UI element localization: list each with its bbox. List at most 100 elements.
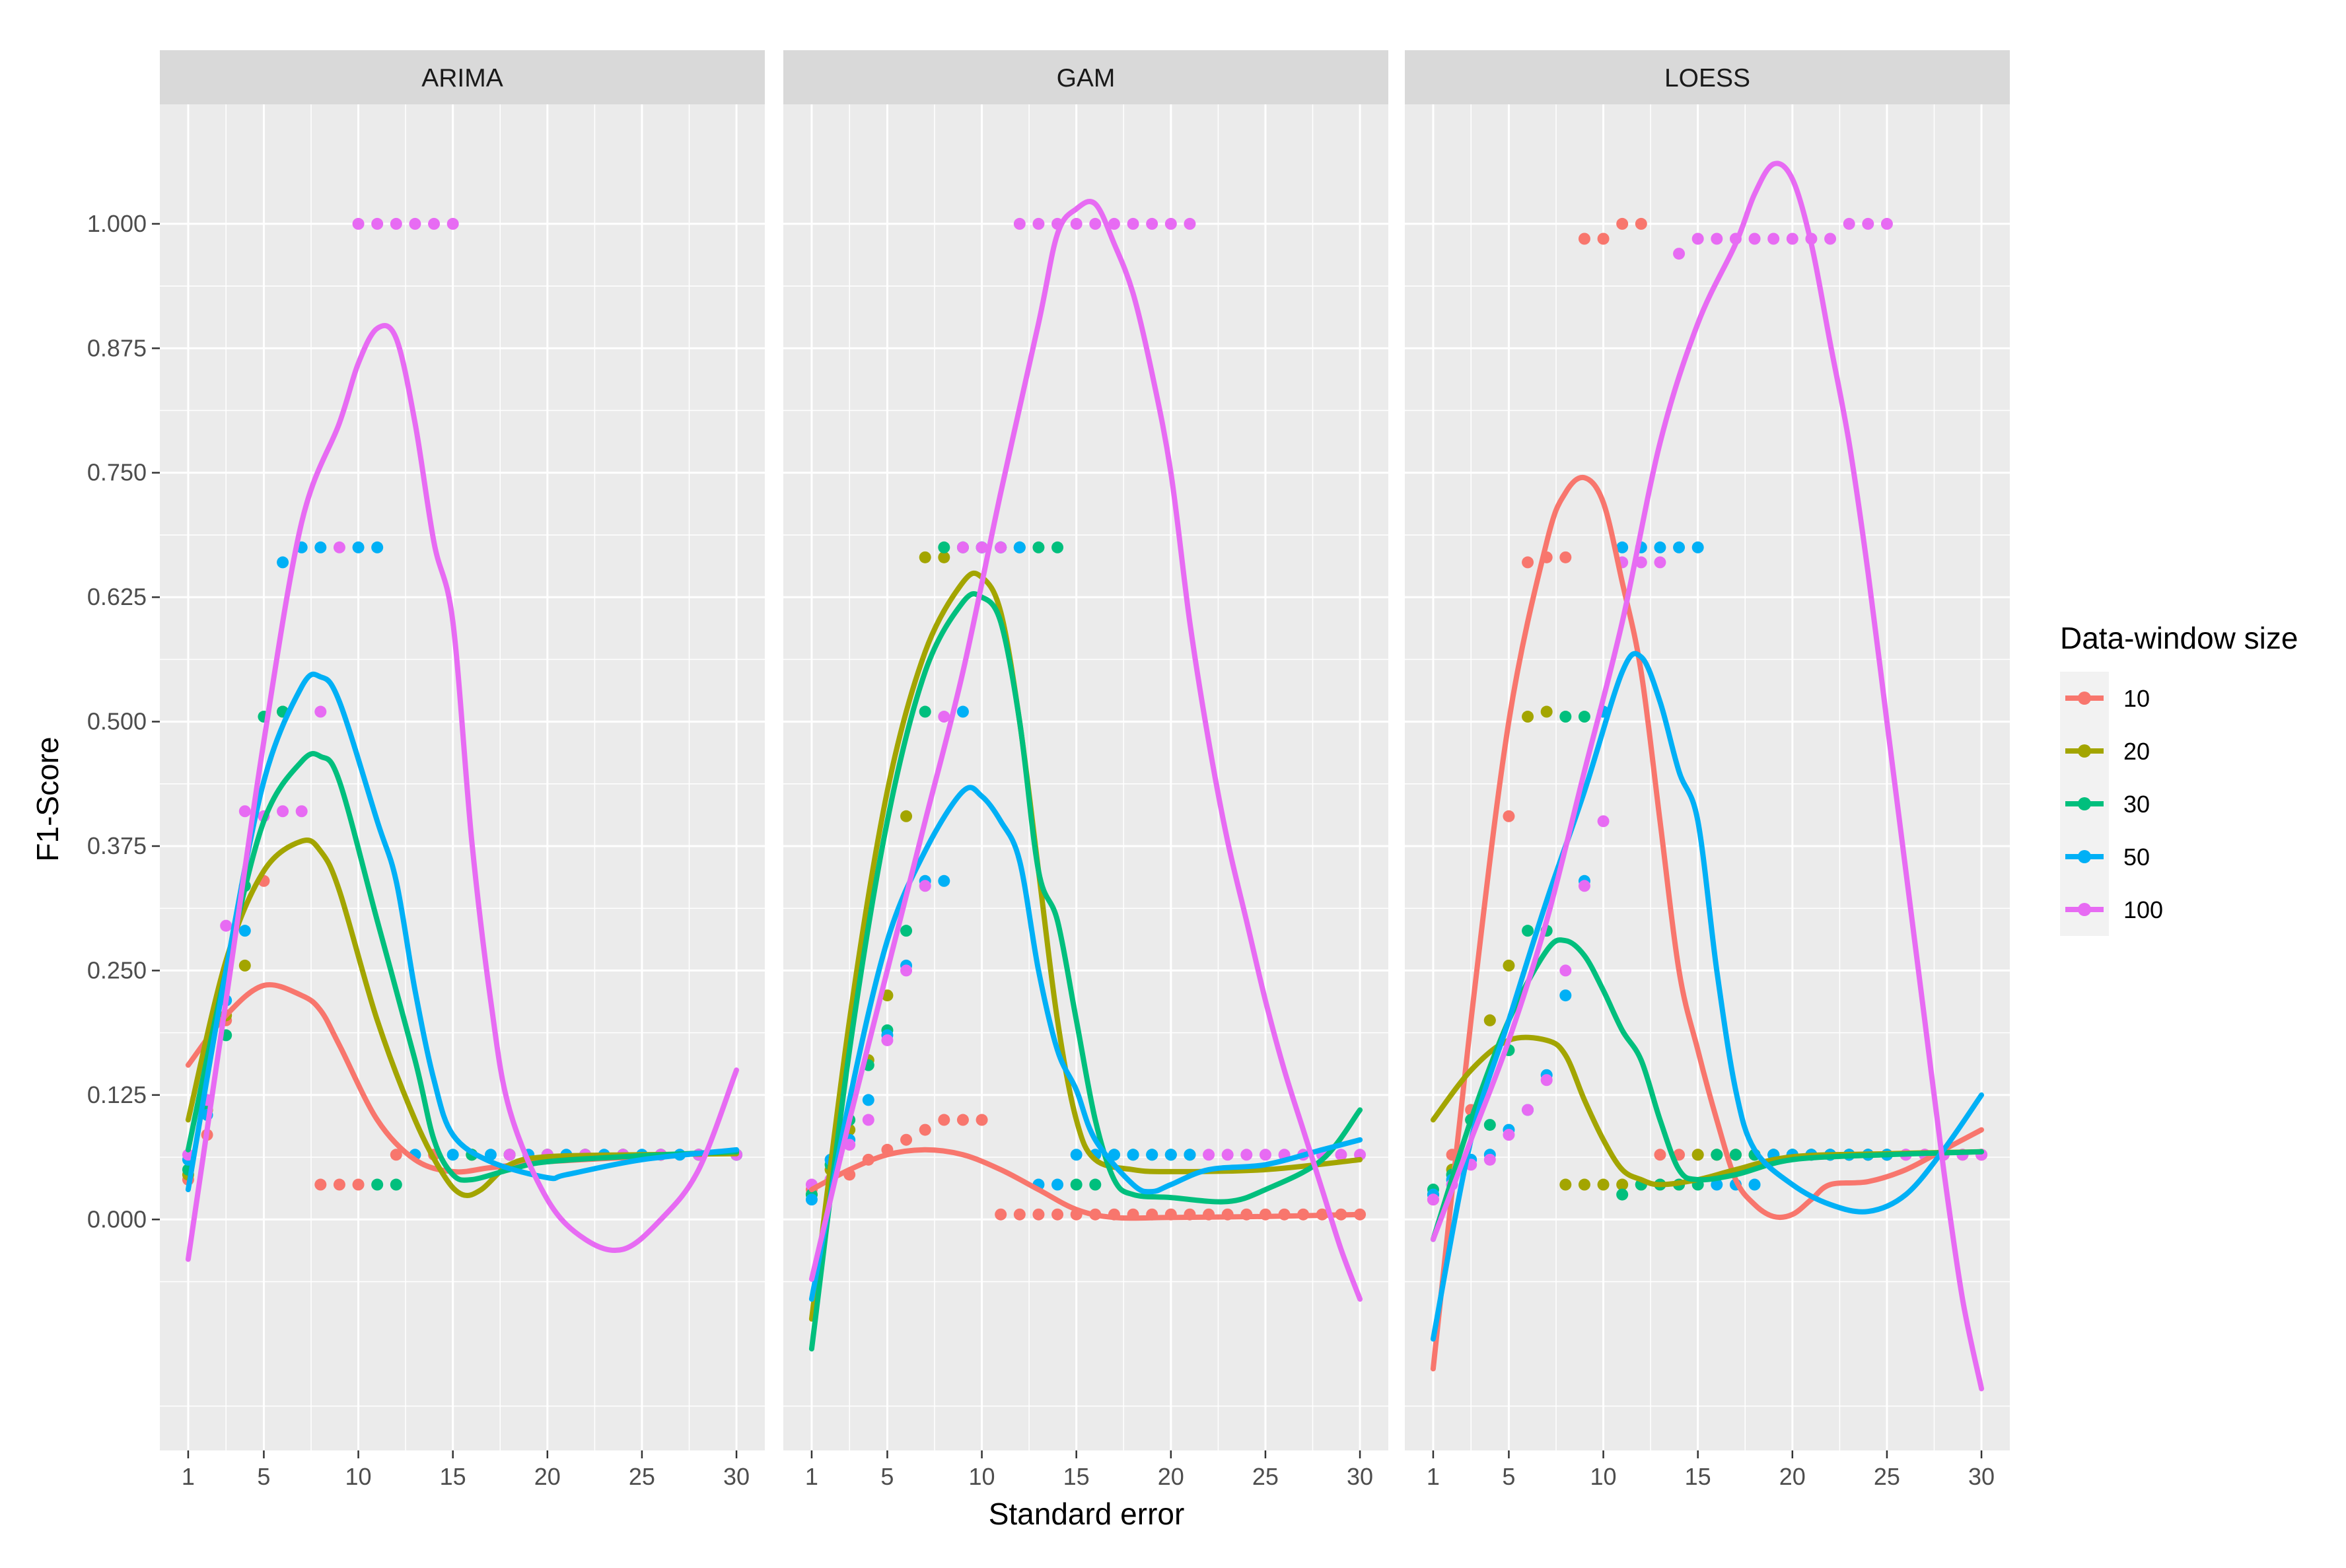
- point-series-20: [1578, 1178, 1590, 1191]
- point-series-10: [938, 1114, 950, 1126]
- smooth-line-series-100: [1430, 160, 1985, 1392]
- point-series-20: [1597, 1178, 1610, 1191]
- y-tick-label: 0.375: [87, 832, 147, 859]
- point-series-10: [1051, 1208, 1064, 1221]
- point-series-20: [1483, 1014, 1496, 1026]
- point-series-100: [1146, 217, 1158, 230]
- legend-item-50: 50: [2060, 830, 2150, 883]
- point-series-10: [919, 1123, 931, 1136]
- point-series-50: [1654, 541, 1666, 553]
- point-series-30: [919, 705, 931, 718]
- y-axis-title: F1-Score: [30, 736, 65, 861]
- point-series-100: [1597, 815, 1610, 828]
- point-series-100: [862, 1114, 874, 1126]
- y-tick-label: 1.000: [87, 210, 147, 237]
- x-tick-label: 5: [257, 1463, 270, 1490]
- point-series-100: [1240, 1149, 1253, 1161]
- point-series-50: [1146, 1149, 1158, 1161]
- point-series-30: [1559, 711, 1572, 723]
- facet-strip: [1405, 50, 2010, 104]
- point-series-100: [1540, 1074, 1553, 1087]
- x-tick-label: 10: [345, 1463, 372, 1490]
- point-series-100: [1032, 217, 1045, 230]
- x-tick-label: 25: [629, 1463, 655, 1490]
- point-series-100: [1862, 217, 1874, 230]
- point-series-20: [238, 959, 251, 972]
- point-series-50: [1673, 541, 1686, 553]
- point-series-50: [371, 541, 384, 553]
- point-series-100: [995, 541, 1007, 553]
- point-series-100: [409, 217, 421, 230]
- smooth-line-series-100: [808, 199, 1363, 1302]
- point-series-30: [390, 1178, 402, 1191]
- facet-strip-label: GAM: [1057, 64, 1116, 92]
- point-series-10: [900, 1133, 913, 1146]
- point-series-50: [1184, 1149, 1196, 1161]
- point-series-100: [1711, 232, 1723, 245]
- legend-label: 30: [2123, 791, 2150, 818]
- point-series-10: [1503, 810, 1515, 822]
- legend-key-point: [2078, 692, 2091, 705]
- legend-label: 20: [2123, 738, 2150, 765]
- point-series-100: [1843, 217, 1855, 230]
- x-tick-label: 20: [1158, 1463, 1184, 1490]
- point-series-20: [1691, 1149, 1704, 1161]
- y-tick-label: 0.000: [87, 1205, 147, 1232]
- x-tick-label: 1: [182, 1463, 195, 1490]
- smooth-line-series-50: [808, 785, 1363, 1302]
- x-tick-label: 15: [1063, 1463, 1090, 1490]
- point-series-50: [1691, 541, 1704, 553]
- y-tick-label: 0.125: [87, 1081, 147, 1108]
- x-tick-label: 1: [805, 1463, 818, 1490]
- point-series-50: [352, 541, 365, 553]
- point-series-50: [1127, 1149, 1139, 1161]
- panel-background: [160, 104, 765, 1450]
- point-series-20: [1616, 1178, 1629, 1191]
- point-series-100: [1786, 232, 1798, 245]
- point-series-50: [938, 874, 950, 887]
- point-series-50: [1711, 1178, 1723, 1191]
- smooth-line-series-20: [1430, 1034, 1985, 1188]
- point-series-30: [1051, 541, 1064, 553]
- point-series-50: [314, 541, 327, 553]
- x-tick-label: 25: [1874, 1463, 1900, 1490]
- legend-label: 10: [2123, 685, 2150, 712]
- smooth-line-series-100: [185, 322, 740, 1262]
- point-series-100: [1427, 1194, 1439, 1206]
- facet-strip: [160, 50, 765, 104]
- point-series-50: [1164, 1149, 1177, 1161]
- point-series-10: [314, 1178, 327, 1191]
- point-series-100: [1013, 217, 1026, 230]
- curves-layer: [1430, 160, 1985, 1392]
- smooth-line-series-30: [808, 591, 1363, 1352]
- point-series-30: [900, 925, 913, 937]
- point-series-100: [1578, 880, 1590, 892]
- point-series-20: [1540, 705, 1553, 718]
- point-series-100: [1184, 217, 1196, 230]
- point-series-10: [1635, 217, 1647, 230]
- point-series-50: [1013, 541, 1026, 553]
- point-series-100: [1221, 1149, 1234, 1161]
- legend-item-20: 20: [2060, 725, 2150, 777]
- x-tick-label: 5: [880, 1463, 894, 1490]
- point-series-100: [446, 217, 459, 230]
- point-series-100: [1108, 217, 1120, 230]
- point-series-50: [238, 925, 251, 937]
- point-series-50: [446, 1149, 459, 1161]
- smooth-line-series-10: [808, 1147, 1363, 1221]
- x-tick-label: 30: [1968, 1463, 1995, 1490]
- point-series-100: [333, 541, 345, 553]
- point-series-100: [1503, 1129, 1515, 1141]
- point-series-30: [371, 1178, 384, 1191]
- y-tick-label: 0.750: [87, 459, 147, 486]
- point-series-100: [277, 805, 289, 818]
- point-series-20: [1522, 711, 1534, 723]
- point-series-30: [1729, 1149, 1742, 1161]
- point-series-50: [862, 1094, 874, 1106]
- point-series-100: [1654, 556, 1666, 569]
- point-series-10: [1559, 551, 1572, 563]
- curves-layer: [185, 322, 740, 1262]
- x-tick-label: 20: [534, 1463, 561, 1490]
